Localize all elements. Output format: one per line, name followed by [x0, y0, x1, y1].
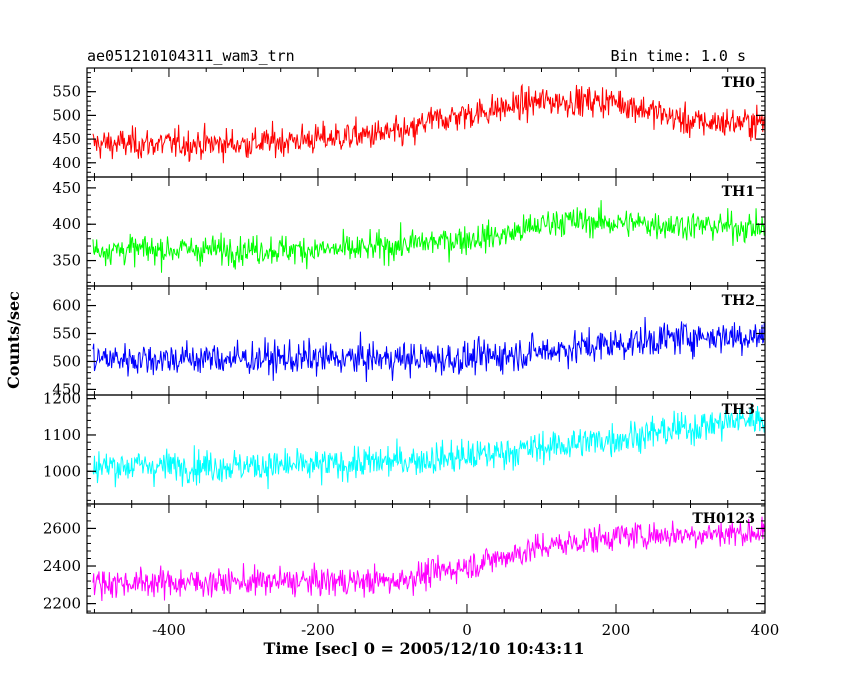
y-tick-label: 1200: [43, 390, 81, 408]
y-tick-label: 450: [52, 179, 81, 197]
y-tick-label: 500: [52, 352, 81, 370]
y-tick-label: 1100: [43, 426, 81, 444]
panel-frame: [86, 394, 766, 505]
x-axis-label: Time [sec] 0 = 2005/12/10 10:43:11: [264, 639, 585, 658]
series-line-th0: [92, 83, 765, 164]
y-tick-label: 1000: [43, 462, 81, 480]
y-tick-label: 400: [52, 154, 81, 172]
panel-th2: 450 500 550 600 TH2: [52, 285, 766, 398]
panel-label-th0123: TH0123: [692, 511, 755, 527]
x-axis: -400 -200 0 200 400: [152, 621, 779, 639]
y-tick-label: 550: [52, 83, 81, 101]
x-tick-label: 200: [602, 621, 631, 639]
y-tick-label: 500: [52, 106, 81, 124]
y-tick-label: 450: [52, 130, 81, 148]
panel-th0123: 2200 2400 2600 TH0123: [43, 503, 766, 614]
panel-th3: 1000 1100 1200 TH3: [43, 390, 766, 505]
y-tick-label: 2400: [43, 557, 81, 575]
x-tick-label: 400: [751, 621, 780, 639]
panel-th1: 350 400 450 TH1: [52, 176, 766, 287]
x-tick-label: 0: [462, 621, 472, 639]
panel-label-th0: TH0: [722, 75, 756, 91]
y-tick-label: 2200: [43, 595, 81, 613]
chart-title-left: ae051210104311_wam3_trn: [87, 47, 295, 65]
y-tick-label: 550: [52, 325, 81, 343]
x-tick-label: -400: [152, 621, 186, 639]
series-line-th0123: [92, 516, 765, 602]
y-tick-label: 600: [52, 297, 81, 315]
y-tick-label: 350: [52, 252, 81, 270]
panel-th0: 400 450 500 550 TH0: [52, 67, 766, 178]
x-tick-label: -200: [301, 621, 335, 639]
panel-label-th2: TH2: [722, 293, 755, 309]
panel-label-th1: TH1: [722, 184, 755, 200]
y-axis-label: Counts/sec: [4, 291, 23, 389]
y-tick-label: 400: [52, 215, 81, 233]
series-line-th3: [92, 403, 765, 490]
panel-label-th3: TH3: [722, 402, 755, 418]
panel-frame: [86, 176, 766, 287]
series-line-th1: [92, 200, 765, 273]
series-line-th2: [92, 316, 765, 382]
chart-title-right: Bin time: 1.0 s: [611, 47, 746, 65]
y-tick-label: 2600: [43, 519, 81, 537]
panels-group: 400 450 500 550 TH0 350 400 450 TH1 450 500 550 600 T…: [43, 67, 766, 614]
y-tick-label: 450: [52, 380, 81, 398]
panel-frame: [86, 285, 766, 396]
panel-frame: [86, 503, 766, 614]
